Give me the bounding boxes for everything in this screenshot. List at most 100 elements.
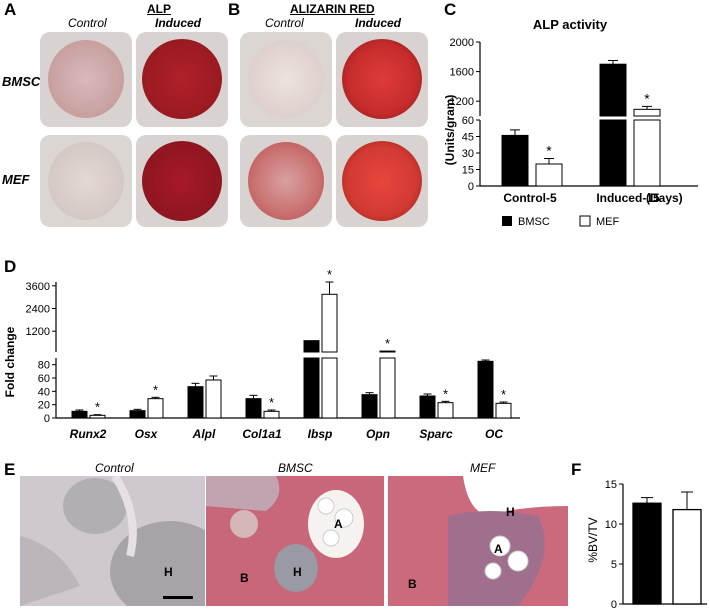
chart-c: ALP activity (Units/gram) (Days) 0 15 30 45… (443, 17, 698, 205)
annot-bmsc-b: B (240, 571, 249, 585)
legend-swatch-bmsc (502, 216, 512, 226)
annot-mef-a: A (494, 542, 503, 556)
chart-d-bar (379, 357, 396, 419)
chart-f-ytick-label: 10 (605, 519, 617, 531)
chart-c-ytick-label: 45 (462, 132, 474, 144)
chart-d-significance: * (269, 395, 274, 410)
row-label-mef: MEF (2, 172, 30, 187)
annot-bmsc-a: A (334, 517, 343, 531)
chart-c-ytick-label: 15 (462, 165, 474, 177)
well-ar-mef-control (240, 135, 332, 227)
chart-d-ylabel: Fold change (3, 326, 17, 397)
chart-d-category-label: OC (485, 427, 503, 441)
chart-c-ytick-label: 2000 (450, 37, 474, 49)
chart-d-bar (321, 293, 338, 353)
well-alp-bmsc-control (40, 32, 132, 127)
chart-d-bar (437, 402, 454, 419)
chart-c-ytick-label: 1200 (450, 96, 474, 108)
panel-letter-c: C (444, 0, 457, 19)
annot-control-h: H (164, 565, 173, 579)
panel-b-title: ALIZARIN RED (290, 2, 375, 16)
chart-d-category-label: Osx (135, 427, 159, 441)
chart-d-bar (361, 394, 378, 419)
chart-d-ytick-label: 1200 (26, 326, 50, 338)
row-label-bmsc: BMSC (2, 74, 41, 89)
chart-c-significance: * (546, 143, 552, 159)
chart-d-bar (303, 340, 320, 353)
chart-d-significance: * (153, 382, 158, 397)
panel-a-title: ALP (147, 2, 171, 16)
annot-mef-h: H (506, 505, 515, 519)
chart-d-category-label: Opn (366, 427, 390, 441)
chart-c-bar (599, 63, 627, 117)
chart-d-category-label: Col1a1 (242, 427, 282, 441)
chart-d-significance: * (95, 400, 100, 415)
chart-f-ytick-label: 5 (611, 559, 617, 571)
chart-c-title: ALP activity (533, 17, 608, 32)
panel-letter-e: E (4, 460, 16, 479)
chart-d-bar (245, 398, 262, 419)
chart-d-ytick-label: 2400 (26, 303, 50, 315)
chart-c-ytick-label: 30 (462, 148, 474, 160)
chart-d-ytick-label: 0 (44, 413, 50, 425)
chart-c-ytick-label: 0 (468, 181, 474, 193)
chart-f-ylabel: %BV/TV (586, 517, 600, 562)
chart-f: %BV/TV 0 5 10 15 (586, 479, 707, 610)
chart-c-ylabel: (Units/gram) (443, 95, 457, 166)
chart-d-ytick-label: 60 (38, 373, 50, 385)
panel-letter-f: F (571, 460, 582, 479)
chart-c-bar (633, 119, 661, 187)
chart-d-category-label: Alpl (192, 427, 216, 441)
chart-f-ytick-label: 0 (611, 599, 617, 610)
chart-d-bar (205, 379, 222, 419)
chart-d-ytick-label: 20 (38, 400, 50, 412)
chart-d-bar (379, 350, 396, 353)
panel-b-col-control: Control (265, 16, 304, 30)
panel-letter-b: B (228, 0, 241, 19)
chart-c-bar (599, 119, 627, 187)
panel-e-label-control: Control (95, 461, 134, 475)
chart-d-bar (147, 398, 164, 419)
chart-d-bar (419, 395, 436, 419)
legend: BMSC MEF (502, 215, 620, 228)
chart-d-significance: * (385, 336, 390, 351)
panel-letter-a: A (4, 0, 17, 19)
chart-f-bar (632, 502, 662, 605)
annot-bmsc-h: H (293, 565, 302, 579)
histology-control: H (20, 476, 205, 606)
scale-bar (163, 596, 193, 599)
chart-f-ytick-label: 15 (605, 479, 617, 491)
chart-d-category-label: Runx2 (70, 427, 107, 441)
chart-c-bar (633, 108, 661, 117)
well-ar-bmsc-induced (336, 32, 428, 127)
chart-d-significance: * (501, 387, 506, 402)
chart-d-bar (129, 410, 146, 419)
chart-c-ytick-label: 1600 (450, 67, 474, 79)
chart-d-bar (303, 357, 320, 419)
well-ar-bmsc-control (240, 32, 332, 127)
histology-bmsc: A H B (206, 476, 384, 606)
chart-d-bar (495, 402, 512, 419)
well-alp-mef-control (40, 135, 132, 227)
chart-c-xlabel: (Days) (646, 191, 683, 205)
chart-d-ytick-label: 80 (38, 360, 50, 372)
chart-c-bar (535, 163, 563, 187)
legend-swatch-mef (579, 215, 591, 227)
chart-d-bar (89, 414, 106, 419)
well-alp-mef-induced (136, 135, 228, 227)
legend-label-bmsc: BMSC (518, 216, 550, 228)
panel-a-col-induced: Induced (155, 16, 202, 30)
chart-c-category-label: Induced-15 (596, 191, 660, 205)
chart-c-ytick-label: 60 (462, 115, 474, 127)
panel-e-label-bmsc: BMSC (278, 461, 313, 475)
chart-c-category-label: Control-5 (503, 191, 557, 205)
chart-d-bar (263, 410, 280, 419)
chart-c-bar (501, 134, 529, 187)
chart-d-bar (477, 360, 494, 419)
panel-letter-d: D (4, 257, 17, 276)
chart-d-ytick-label: 3600 (26, 281, 50, 293)
chart-d-significance: * (327, 267, 332, 282)
panel-b-col-induced: Induced (355, 16, 402, 30)
chart-d-bar (71, 410, 88, 419)
